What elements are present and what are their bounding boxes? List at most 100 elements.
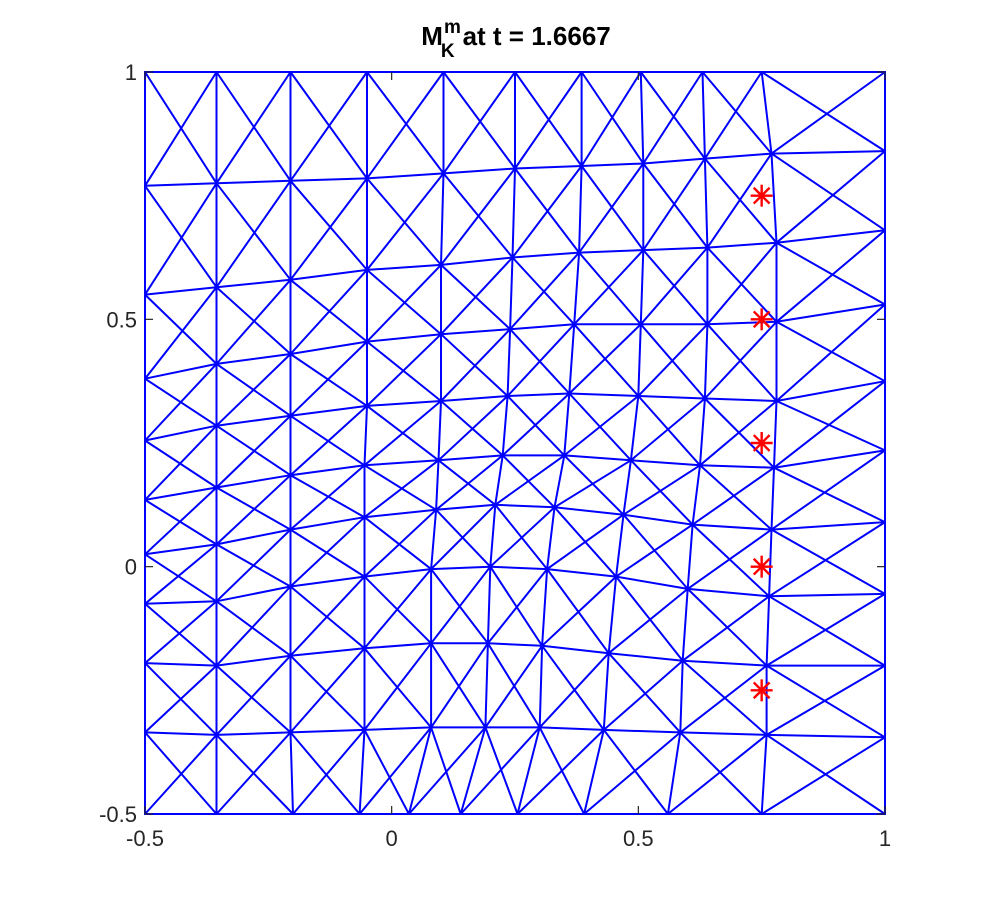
mesh-edge-horizontal [563,454,632,462]
mesh-edge-horizontal [553,506,625,516]
mesh-edge-diagonal [489,565,544,647]
mesh-edge-diagonal [430,642,489,729]
mesh-edge-vertical [541,568,549,647]
mesh-edge-vertical [760,733,768,815]
mesh-edge-diagonal [768,521,886,598]
mesh-edge-diagonal [568,392,632,462]
mesh-edge-vertical [607,575,618,655]
mesh-edge-horizontal [489,565,549,571]
mesh-edge-diagonal [215,71,292,182]
mesh-edge-horizontal [706,241,778,249]
mesh-edge-diagonal [144,600,218,665]
mesh-edge-vertical [440,172,445,266]
mesh-edge-diagonal [775,400,886,452]
mesh-edge-diagonal [442,71,516,175]
mesh-edge-diagonal [363,728,410,815]
x-tick-label: 1 [879,826,891,851]
mesh-edge-horizontal [568,392,640,397]
mesh-edge-diagonal [765,664,886,736]
mesh-edge-diagonal [442,71,516,170]
mesh-edge-diagonal [642,249,709,326]
mesh-edge-horizontal [289,177,368,182]
x-tick-label: -0.5 [126,826,164,851]
mesh-edge-diagonal [775,320,886,383]
mesh-edge-diagonal [506,395,566,457]
mesh-edge-diagonal [666,733,768,815]
mesh-edge-horizontal [363,726,433,731]
mesh-edge-diagonal [706,323,778,402]
mesh-edge-diagonal [289,474,366,519]
mesh-edge-diagonal [430,565,492,645]
mesh-edge-vertical [681,587,689,662]
mesh-edge-diagonal [639,71,706,160]
mesh-edge-vertical [583,728,605,815]
mesh-edge-horizontal [691,523,773,531]
mesh-edge-vertical [639,71,645,165]
mesh-edge-vertical [538,644,544,729]
mesh-layer [144,71,886,815]
mesh-edge-horizontal [289,647,366,657]
ticks-layer: -0.5 0 0.5 1 -0.5 0 0.5 1 [99,60,891,851]
mesh-edge-diagonal [679,664,768,734]
mesh-edge-diagonal [622,513,689,590]
mesh-edge-horizontal [770,150,886,155]
mesh-edge-diagonal [289,654,366,731]
mesh-edge-horizontal [430,565,492,571]
mesh-edge-diagonal [215,424,292,477]
title-superscript: m [444,17,461,38]
mesh-edge-diagonal [580,71,645,165]
mesh-edge-diagonal [706,246,778,323]
mesh-edge-diagonal [440,400,504,457]
mesh-edge-diagonal [289,278,368,343]
mesh-edge-vertical [553,454,566,509]
mesh-edge-diagonal [703,71,763,160]
mesh-edge-diagonal [607,652,682,734]
star-marker [750,432,773,454]
mesh-edge-diagonal [484,726,519,815]
star-marker [750,555,773,578]
mesh-edge-vertical [578,165,583,254]
mesh-edge-diagonal [215,664,292,734]
mesh-edge-horizontal [144,600,218,605]
mesh-edge-vertical [363,404,368,467]
mesh-edge-horizontal [215,731,292,736]
mesh-edge-diagonal [506,323,576,397]
mesh-edge-diagonal [629,459,694,526]
mesh-edge-diagonal [770,528,886,595]
mesh-edge-diagonal [144,602,218,667]
mesh-edge-diagonal [486,568,549,645]
mesh-edge-horizontal [546,568,618,578]
mesh-edge-diagonal [775,241,886,306]
mesh-edge-diagonal [642,162,709,249]
mesh-edge-vertical [501,395,509,457]
mesh-edge-diagonal [514,71,583,167]
mesh-edge-horizontal [363,568,433,578]
mesh-edge-diagonal [144,543,218,605]
mesh-edge-diagonal [289,516,366,588]
mesh-edge-diagonal [578,251,642,326]
mesh-edge-horizontal [144,362,218,380]
mesh-edge-diagonal [607,587,689,655]
mesh-edge-diagonal [366,268,442,336]
mesh-edge-horizontal [363,508,438,519]
mesh-edge-diagonal [681,659,768,736]
mesh-edge-diagonal [602,728,669,815]
mesh-edge-diagonal [363,508,438,578]
mesh-edge-horizontal [578,249,645,254]
mesh-edge-diagonal [440,256,514,336]
mesh-edge-diagonal [768,595,886,667]
mesh-edge-diagonal [583,731,682,815]
chart-title: Mm Kat t = 1.6667 [421,17,610,62]
mesh-edge-horizontal [775,229,886,244]
mesh-edge-horizontal [607,652,684,662]
mesh-edge-diagonal [642,71,704,165]
mesh-edge-diagonal [765,733,886,815]
mesh-edge-diagonal [366,404,440,462]
mesh-edge-horizontal [541,644,610,655]
title-main: M [421,21,443,51]
mesh-edge-vertical [765,595,771,667]
mesh-edge-horizontal [686,587,771,598]
mesh-edge-diagonal [363,464,438,511]
mesh-edge-diagonal [430,642,487,729]
mesh-edge-diagonal [289,464,366,531]
